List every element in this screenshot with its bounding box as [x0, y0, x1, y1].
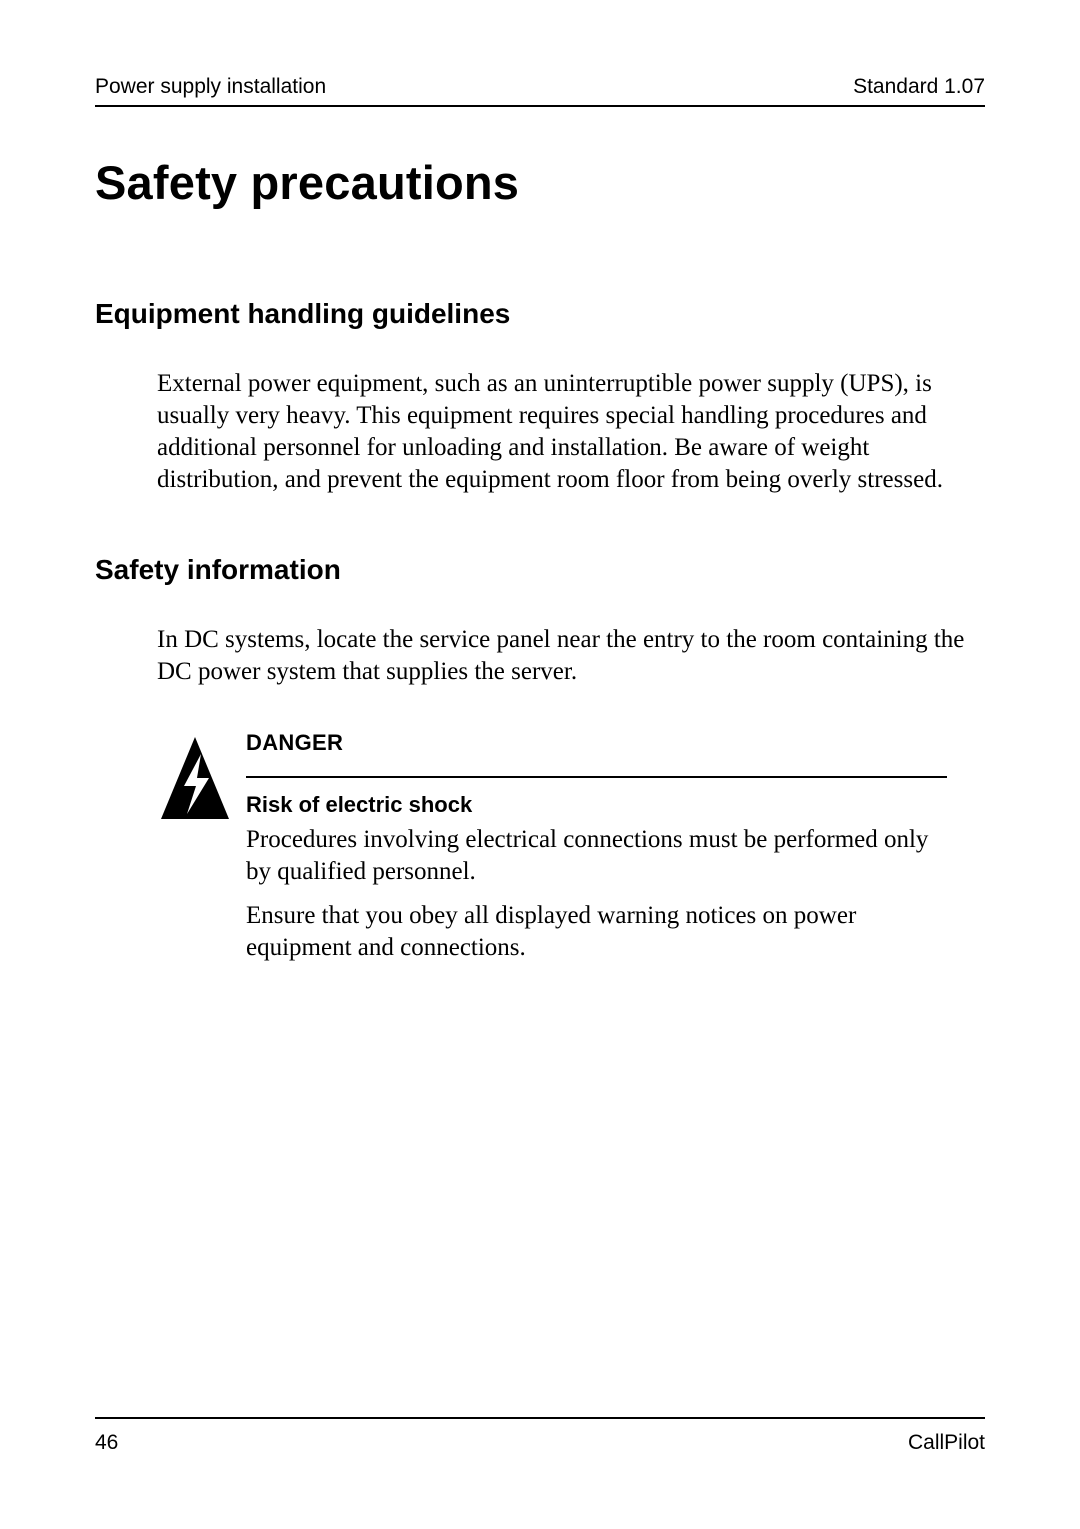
danger-content: DANGER Risk of electric shock Procedures…: [246, 730, 985, 964]
header-right: Standard 1.07: [853, 75, 985, 99]
heading-equipment-handling: Equipment handling guidelines: [95, 298, 985, 330]
paragraph-equipment-handling: External power equipment, such as an uni…: [157, 368, 985, 496]
danger-label: DANGER: [246, 730, 947, 756]
running-footer: 46 CallPilot: [95, 1417, 985, 1455]
danger-callout: DANGER Risk of electric shock Procedures…: [157, 730, 985, 964]
electric-shock-icon: [157, 730, 246, 964]
header-left: Power supply installation: [95, 75, 326, 99]
footer-page-number: 46: [95, 1431, 118, 1455]
running-header: Power supply installation Standard 1.07: [95, 75, 985, 107]
paragraph-safety-information: In DC systems, locate the service panel …: [157, 624, 985, 688]
danger-paragraph-1: Procedures involving electrical connecti…: [246, 824, 947, 888]
heading-safety-information: Safety information: [95, 554, 985, 586]
footer-product-name: CallPilot: [908, 1431, 985, 1455]
danger-rule: [246, 776, 947, 778]
danger-subhead: Risk of electric shock: [246, 792, 947, 818]
page: Power supply installation Standard 1.07 …: [95, 75, 985, 1455]
danger-paragraph-2: Ensure that you obey all displayed warni…: [246, 900, 947, 964]
page-title: Safety precautions: [95, 155, 985, 210]
